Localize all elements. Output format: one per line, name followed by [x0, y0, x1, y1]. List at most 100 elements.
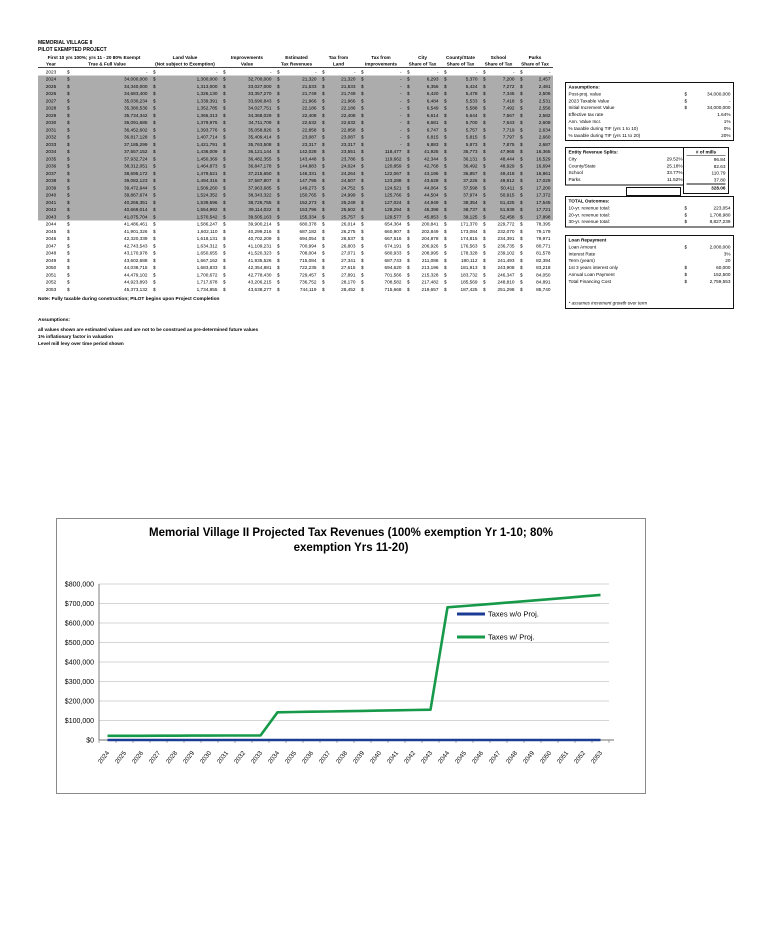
money-cell: $44,923,893: [67, 279, 148, 285]
money-cell: $45,398: [407, 206, 439, 213]
money-cell: $6,883: [407, 141, 439, 147]
money-cell: $44,064: [407, 184, 439, 191]
year-cell: 2027: [45, 97, 57, 104]
money-cell: $1,339,391: [153, 97, 218, 104]
column-header: Share of Tax: [441, 60, 480, 68]
money-cell: $ -: [361, 83, 402, 89]
box-row: County/State 25.18%: [568, 162, 683, 169]
money-cell: $701,566: [361, 271, 402, 278]
money-cell: $32,700,000: [223, 76, 272, 82]
money-cell: $43,628: [407, 177, 439, 184]
money-cell: $729,457: [277, 271, 317, 278]
column-header: Improvements: [358, 60, 404, 68]
money-cell: $81,578: [520, 250, 551, 256]
year-cell: 2036: [45, 163, 57, 169]
money-cell: $667,516: [361, 235, 402, 242]
money-cell: $234,391: [483, 235, 515, 242]
money-cell: $744,119: [277, 286, 317, 292]
table-row: 2033 $37,185,299 $1,421,791 $35,763,508 $23,…: [38, 140, 553, 148]
money-cell: $37,226: [444, 177, 478, 184]
money-cell: $202,849: [407, 228, 439, 234]
table-row: 2048 $43,170,978 $1,650,655 $41,520,323 $708…: [38, 249, 553, 256]
year-cell: 2025: [45, 83, 57, 89]
table-row: 2042 $40,669,014 $1,554,992 $39,114,022 $153…: [38, 205, 553, 213]
money-cell: $147,795: [277, 177, 317, 184]
money-cell: $1,421,791: [153, 141, 218, 147]
money-cell: $204,878: [407, 235, 439, 242]
money-cell: $49,418: [483, 170, 515, 176]
table-row: 2051 $44,479,102 $1,700,672 $42,778,430 $729…: [38, 271, 553, 278]
x-axis-label: 2053: [590, 750, 604, 766]
total-outcomes-box: TOTAL Outcomes: 10-yr. revenue total: $223…: [565, 196, 734, 228]
money-cell: $1,464,873: [153, 163, 218, 169]
money-cell: $36,492: [444, 163, 478, 169]
money-cell: $22,408: [322, 112, 356, 118]
box-row: Term (years) 20: [568, 257, 731, 264]
money-cell: $5,533: [444, 97, 478, 104]
y-axis-label: $100,000: [65, 718, 94, 725]
money-cell: $25,249: [322, 199, 356, 205]
money-cell: $43,638,277: [223, 286, 272, 292]
year-cell: 2043: [45, 213, 57, 220]
mills-total: 328.06: [686, 183, 726, 191]
money-cell: $34,368,029: [223, 112, 272, 118]
money-cell: $2,608: [520, 119, 551, 126]
money-cell: $2,556: [520, 105, 551, 111]
money-cell: $211,086: [407, 257, 439, 263]
table-row: 2025 $34,340,000 $1,313,000 $33,027,000 $21,…: [38, 82, 553, 90]
money-cell: $142,028: [277, 148, 317, 155]
money-cell: $40,299,216: [223, 228, 272, 234]
money-cell: $5,588: [444, 105, 478, 111]
year-cell: 2039: [45, 184, 57, 191]
money-cell: $84,050: [520, 271, 551, 278]
document-title: MEMORIAL VILLAGE II: [38, 40, 93, 46]
money-cell: $37,557,152: [67, 148, 148, 155]
money-cell: $24,264: [322, 170, 356, 176]
year-cell: 2050: [45, 264, 57, 271]
money-cell: $41,901,326: [67, 228, 148, 234]
entity-revenue-splits-box: Entity Revenue Splits: City 29.52% County/S…: [565, 147, 686, 186]
money-cell: $1,683,833: [153, 264, 218, 271]
table-row: 2027 $35,030,234 $1,339,391 $33,690,843 $21,…: [38, 97, 553, 105]
money-cell: $187,425: [444, 286, 478, 292]
y-axis-label: $0: [86, 737, 94, 744]
x-axis-label: 2039: [352, 750, 366, 766]
money-cell: $2,660: [520, 134, 551, 140]
column-header: Share of Tax: [404, 60, 441, 68]
box-row: Initial Increment Value $34,000,000: [568, 104, 731, 111]
box-row: Effective tax rate 1.64%: [568, 111, 731, 118]
table-row: 2029 $35,734,342 $1,366,313 $34,368,029 $22,…: [38, 111, 553, 119]
money-cell: $39,900,214: [223, 221, 272, 227]
box-row: % taxable during TIF (yrs 1 to 10) 0%: [568, 125, 731, 131]
money-cell: $708,004: [277, 250, 317, 256]
assumption-line: all values shown are estimated values an…: [38, 326, 259, 333]
money-cell: $152,273: [277, 199, 317, 205]
money-cell: $5,700: [444, 119, 478, 126]
money-cell: $715,668: [361, 286, 402, 292]
money-cell: $41,486,461: [67, 221, 148, 227]
x-axis-label: 2049: [522, 750, 536, 766]
money-cell: $122,067: [361, 170, 402, 176]
money-cell: $174,815: [444, 235, 478, 242]
money-cell: $185,569: [444, 279, 478, 285]
money-cell: $45,853: [407, 213, 439, 220]
money-cell: $22,858: [322, 126, 356, 133]
x-axis-label: 2042: [403, 750, 417, 766]
year-cell: 2037: [45, 170, 57, 176]
column-header: Estimated: [285, 54, 308, 60]
money-cell: $24,999: [322, 192, 356, 198]
money-cell: $ -: [361, 119, 402, 126]
y-axis-label: $800,000: [65, 581, 94, 588]
money-cell: $26,537: [322, 235, 356, 242]
money-cell: $7,200: [483, 76, 515, 82]
money-cell: $ -: [361, 76, 402, 82]
money-cell: $217,482: [407, 279, 439, 285]
money-cell: $1,300,000: [153, 76, 218, 82]
column-header: Year: [38, 60, 64, 68]
money-cell: $43,170,978: [67, 250, 148, 256]
x-axis-label: 2045: [454, 750, 468, 766]
document-subtitle: PILOT EXEMPTED PROJECT: [38, 47, 107, 53]
money-cell: $79,179: [520, 228, 551, 234]
money-cell: $34,027,751: [223, 105, 272, 111]
year-cell: 2029: [45, 112, 57, 118]
